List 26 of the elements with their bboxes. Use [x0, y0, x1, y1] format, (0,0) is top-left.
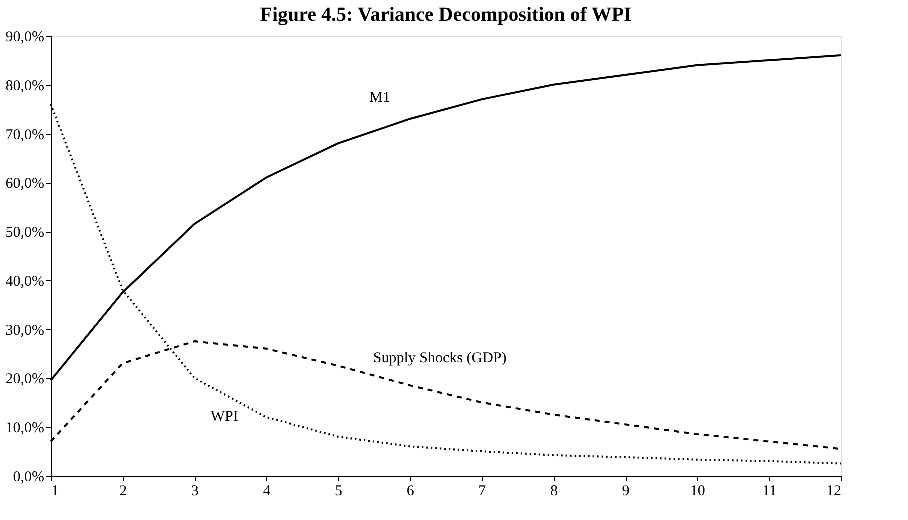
- x-tick-label: 6: [406, 484, 415, 500]
- y-tick-label: 90,0%: [6, 30, 44, 46]
- x-tick-label: 4: [263, 484, 272, 500]
- y-tick-label: 20,0%: [6, 372, 44, 388]
- x-tick-label: 1: [52, 484, 59, 500]
- x-tick-label: 8: [550, 484, 558, 500]
- x-tick-label: 2: [120, 484, 128, 500]
- y-tick-label: 0,0%: [13, 470, 44, 486]
- x-tick-label: 7: [478, 484, 487, 500]
- y-tick-label: 10,0%: [6, 420, 44, 437]
- x-tick-label: 11: [762, 484, 777, 500]
- x-tick-label: 10: [690, 484, 706, 500]
- chart-title: Figure 4.5: Variance Decomposition of WPI: [260, 4, 632, 26]
- x-tick-label: 12: [826, 484, 842, 500]
- series-label: Supply Shocks (GDP): [373, 350, 507, 367]
- y-tick-label: 60,0%: [6, 176, 44, 192]
- y-tick-label: 80,0%: [6, 78, 44, 94]
- y-tick-label: 50,0%: [6, 225, 44, 242]
- series-label: M1: [370, 90, 391, 106]
- y-tick-label: 40,0%: [6, 274, 44, 290]
- y-tick-label: 70,0%: [6, 127, 44, 144]
- x-tick-label: 5: [335, 484, 343, 500]
- y-tick-label: 30,0%: [6, 322, 44, 339]
- x-tick-label: 3: [191, 484, 199, 500]
- series-label: WPI: [210, 409, 238, 426]
- x-tick-label: 9: [622, 484, 630, 500]
